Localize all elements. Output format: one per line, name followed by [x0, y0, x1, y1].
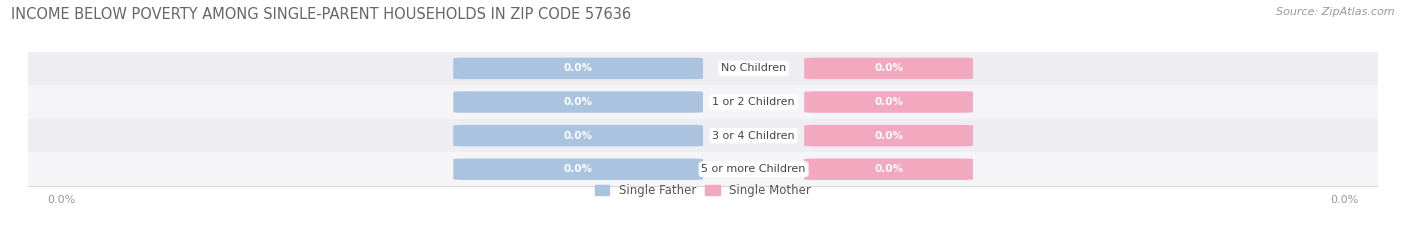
- Text: 0.0%: 0.0%: [564, 63, 593, 73]
- Bar: [28, 52, 1378, 85]
- Text: 0.0%: 0.0%: [564, 164, 593, 174]
- FancyBboxPatch shape: [804, 58, 973, 79]
- Text: 0.0%: 0.0%: [875, 131, 903, 141]
- FancyBboxPatch shape: [804, 158, 973, 180]
- FancyBboxPatch shape: [453, 58, 703, 79]
- Legend: Single Father, Single Mother: Single Father, Single Mother: [595, 184, 811, 197]
- FancyBboxPatch shape: [453, 125, 703, 146]
- Text: 0.0%: 0.0%: [875, 63, 903, 73]
- Text: 3 or 4 Children: 3 or 4 Children: [713, 131, 794, 141]
- Text: INCOME BELOW POVERTY AMONG SINGLE-PARENT HOUSEHOLDS IN ZIP CODE 57636: INCOME BELOW POVERTY AMONG SINGLE-PARENT…: [11, 7, 631, 22]
- FancyBboxPatch shape: [804, 91, 973, 113]
- Bar: [28, 152, 1378, 186]
- Text: 0.0%: 0.0%: [875, 97, 903, 107]
- Bar: [28, 85, 1378, 119]
- Text: 5 or more Children: 5 or more Children: [702, 164, 806, 174]
- FancyBboxPatch shape: [453, 158, 703, 180]
- FancyBboxPatch shape: [804, 125, 973, 146]
- Bar: [28, 119, 1378, 152]
- Text: 0.0%: 0.0%: [875, 164, 903, 174]
- Text: No Children: No Children: [721, 63, 786, 73]
- Text: 0.0%: 0.0%: [564, 131, 593, 141]
- Text: 1 or 2 Children: 1 or 2 Children: [713, 97, 794, 107]
- Text: Source: ZipAtlas.com: Source: ZipAtlas.com: [1277, 7, 1395, 17]
- FancyBboxPatch shape: [453, 91, 703, 113]
- Text: 0.0%: 0.0%: [564, 97, 593, 107]
